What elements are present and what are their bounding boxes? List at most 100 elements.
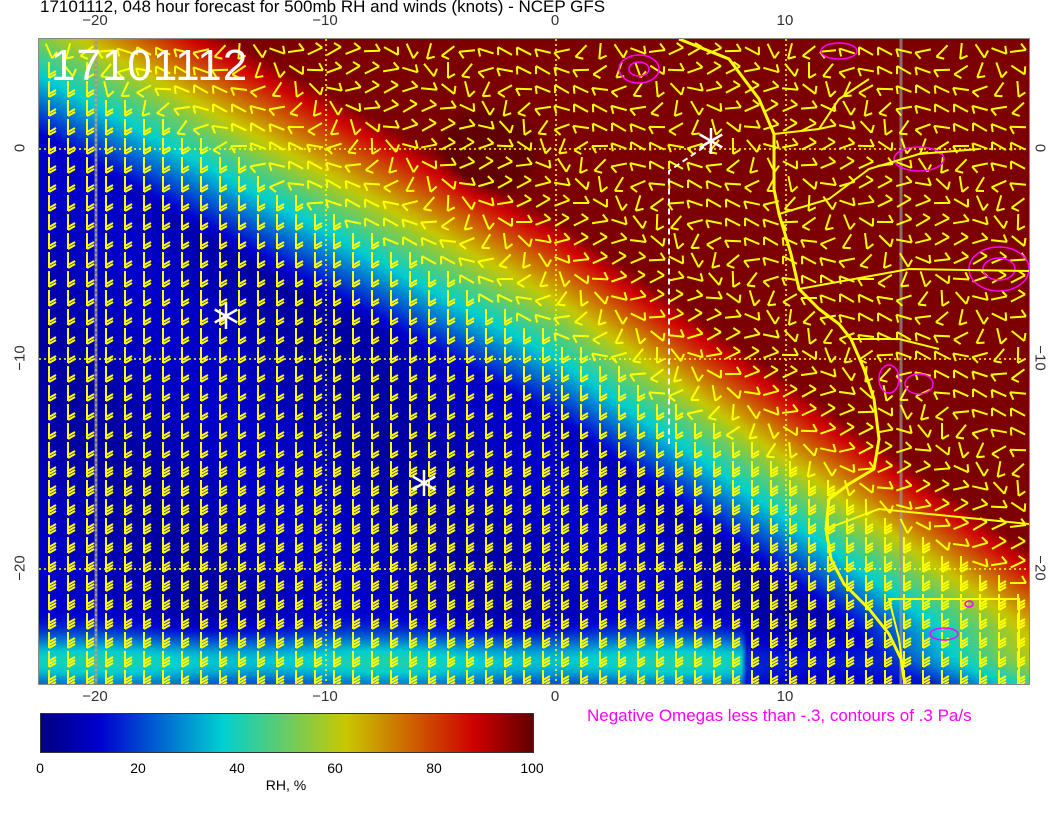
barb-staff [269, 47, 285, 55]
wind-barb [800, 239, 818, 248]
barb-feather [219, 504, 228, 510]
wind-barb [295, 404, 304, 421]
barb-staff [534, 48, 552, 54]
barb-feather [928, 521, 932, 530]
barb-staff [959, 42, 963, 60]
barb-feather [365, 169, 374, 174]
wind-barb [710, 119, 723, 136]
barb-feather [181, 279, 190, 285]
wind-barb [763, 384, 780, 397]
barb-feather [598, 321, 607, 326]
barb-feather [295, 548, 304, 554]
wind-barb [915, 388, 931, 402]
barb-feather [409, 355, 418, 361]
wind-barb [105, 176, 114, 193]
barb-staff [687, 312, 703, 322]
barb-feather [257, 485, 266, 491]
barb-feather [86, 510, 95, 516]
wind-barb [561, 461, 570, 478]
wind-barb [295, 233, 304, 250]
wind-barb [783, 329, 799, 343]
wind-barb [933, 252, 951, 262]
wind-barb [314, 423, 323, 440]
barb-feather [953, 338, 962, 345]
wind-barb [466, 499, 475, 516]
barb-feather [257, 548, 266, 554]
barb-feather [691, 132, 700, 136]
barb-staff [975, 442, 985, 458]
barb-feather [238, 358, 247, 364]
barb-staff [953, 331, 969, 341]
barb-feather [352, 282, 361, 288]
wind-barb [352, 328, 361, 345]
wind-barb [485, 442, 494, 459]
barb-feather [124, 130, 133, 136]
wind-barb [504, 347, 513, 364]
barb-staff [135, 67, 153, 73]
barb-staff [459, 237, 475, 245]
barb-feather [673, 378, 682, 383]
barb-staff [915, 66, 931, 74]
wind-barb [675, 442, 684, 459]
wind-barb [573, 140, 589, 155]
barb-feather [124, 491, 133, 497]
barb-feather [971, 432, 979, 440]
barb-feather [257, 320, 266, 326]
wind-barb [934, 479, 950, 493]
wind-barb [725, 346, 741, 360]
barb-feather [580, 488, 589, 494]
wind-barb [713, 423, 722, 440]
wind-barb [878, 101, 892, 117]
barb-feather [219, 244, 228, 250]
barb-feather [143, 184, 152, 190]
wind-barb [441, 83, 457, 95]
barb-staff [478, 275, 494, 283]
wind-barb [743, 386, 761, 396]
barb-feather [181, 510, 190, 516]
wind-barb [632, 348, 644, 364]
barb-feather [105, 472, 114, 478]
barb-staff [326, 142, 342, 150]
barb-feather [287, 161, 291, 170]
barb-staff [458, 124, 476, 130]
wind-barb [276, 233, 285, 250]
barb-feather [181, 393, 190, 399]
barb-feather [599, 377, 608, 383]
barb-feather [441, 225, 450, 231]
barb-feather [851, 120, 856, 130]
map-overlay [39, 39, 1029, 684]
barb-staff [655, 213, 659, 231]
barb-staff [383, 179, 399, 189]
wind-barb [542, 461, 551, 478]
barb-staff [952, 410, 970, 414]
barb-feather [143, 453, 152, 459]
barb-staff [648, 391, 666, 395]
barb-staff [914, 238, 932, 244]
barb-feather [51, 51, 58, 59]
wind-barb [580, 518, 589, 535]
wind-barb [143, 214, 152, 231]
barb-staff [364, 198, 380, 208]
barb-feather [542, 526, 551, 532]
barb-feather [143, 241, 152, 247]
wind-barb [762, 256, 779, 266]
barb-staff [174, 85, 190, 93]
barb-feather [763, 236, 766, 246]
wind-barb [276, 518, 285, 535]
barb-feather [238, 542, 247, 548]
barb-feather [86, 187, 95, 193]
barb-feather [352, 434, 361, 440]
barb-staff [668, 122, 684, 132]
barb-feather [257, 542, 266, 548]
barb-feather [219, 355, 228, 361]
barb-feather [819, 294, 823, 304]
barb-feather [276, 396, 285, 402]
barb-feather [390, 450, 399, 456]
wind-barb [464, 81, 476, 98]
barb-feather [523, 129, 532, 136]
barb-staff [705, 86, 723, 92]
barb-feather [993, 360, 1002, 364]
barb-feather [496, 294, 500, 303]
barb-staff [971, 162, 989, 168]
barb-feather [637, 485, 646, 491]
